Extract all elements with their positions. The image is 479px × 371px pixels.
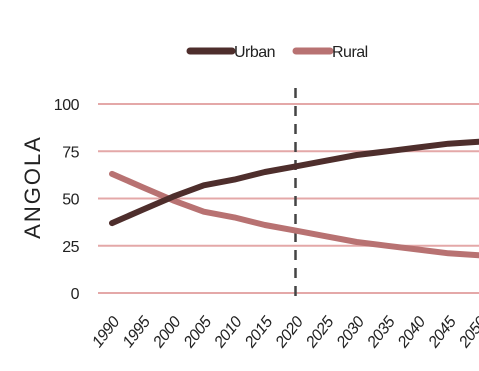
y-tick-label: 50 (62, 192, 79, 209)
y-tick-label: 75 (62, 144, 79, 161)
x-tick-label: 2020 (272, 314, 307, 352)
series-lines (109, 138, 479, 259)
grid-lines (98, 103, 479, 294)
legend-label-rural: Rural (332, 44, 368, 61)
y-tick-label: 25 (62, 239, 79, 256)
x-tick-label: 2015 (241, 314, 276, 352)
legend: Urban Rural (186, 44, 368, 61)
x-axis-ticks: 1990199520002005201020152020202520302035… (89, 314, 479, 352)
x-tick-label: 1990 (89, 314, 123, 351)
x-tick-label: 2035 (364, 314, 399, 352)
y-axis-label: ANGOLA (20, 135, 45, 239)
legend-label-urban: Urban (234, 44, 275, 61)
y-tick-label: 100 (54, 97, 80, 114)
x-tick-label: 2010 (211, 314, 246, 352)
x-tick-label: 1995 (120, 314, 154, 351)
y-tick-label: 0 (71, 286, 80, 303)
x-tick-label: 2040 (394, 314, 429, 352)
x-tick-label: 2045 (425, 314, 460, 352)
x-tick-label: 2030 (333, 314, 368, 352)
series-line-urban (109, 138, 479, 227)
x-tick-label: 2050 (455, 314, 479, 352)
series-line-rural (109, 170, 479, 259)
y-axis-ticks: 0 25 50 75 100 (54, 97, 80, 303)
x-tick-label: 2025 (303, 314, 338, 352)
x-tick-label: 2000 (150, 314, 185, 352)
x-tick-label: 2005 (180, 314, 215, 352)
